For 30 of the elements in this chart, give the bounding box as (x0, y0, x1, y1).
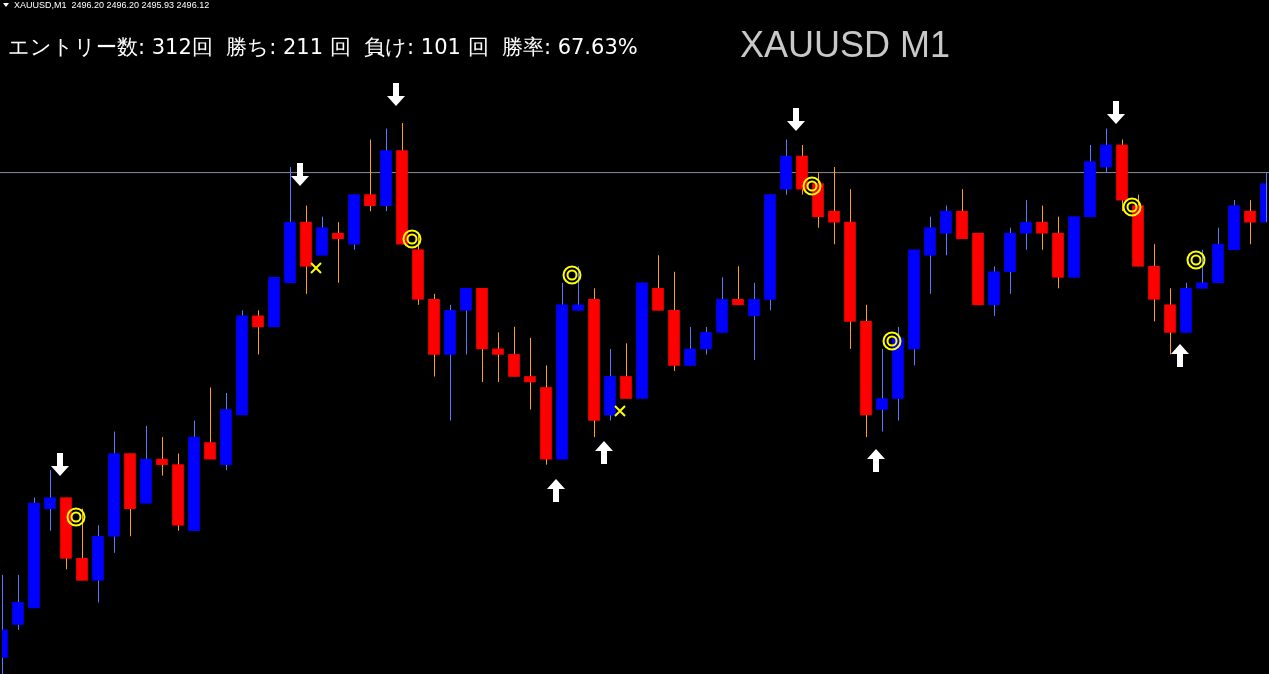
candlestick (940, 205, 952, 256)
candlestick (44, 469, 56, 532)
candlestick (332, 221, 344, 284)
chart-title: エントリー数: 312回 勝ち: 211 回 負け: 101 回 勝率: 67.63% (8, 34, 638, 61)
text: XAUUSD,M1 2496.20 2496.20 2495.93 2496.12 (14, 0, 210, 10)
candlestick (156, 436, 168, 477)
candlestick (1100, 128, 1112, 174)
candlestick (732, 265, 744, 306)
candlestick (76, 508, 88, 581)
candlestick (252, 309, 264, 355)
candlestick (652, 254, 664, 311)
candlestick (364, 139, 376, 212)
candlestick (524, 337, 536, 411)
candlestick (828, 166, 840, 245)
candlestick (572, 265, 584, 311)
candlestick (492, 331, 504, 383)
candlestick (876, 348, 888, 433)
candlestick (204, 386, 216, 460)
candlestick (12, 574, 24, 631)
candlestick (620, 342, 632, 399)
candlestick (1196, 249, 1208, 289)
candlestick (1036, 205, 1048, 251)
chart-subtitle: XAUUSD M1 (740, 24, 951, 66)
candlestick (1244, 199, 1256, 245)
candlestick (684, 326, 696, 366)
candlestick (748, 282, 760, 361)
candlestick (508, 326, 520, 377)
candlestick (1020, 199, 1032, 251)
candlestick (460, 287, 472, 355)
candlestick (700, 326, 712, 355)
